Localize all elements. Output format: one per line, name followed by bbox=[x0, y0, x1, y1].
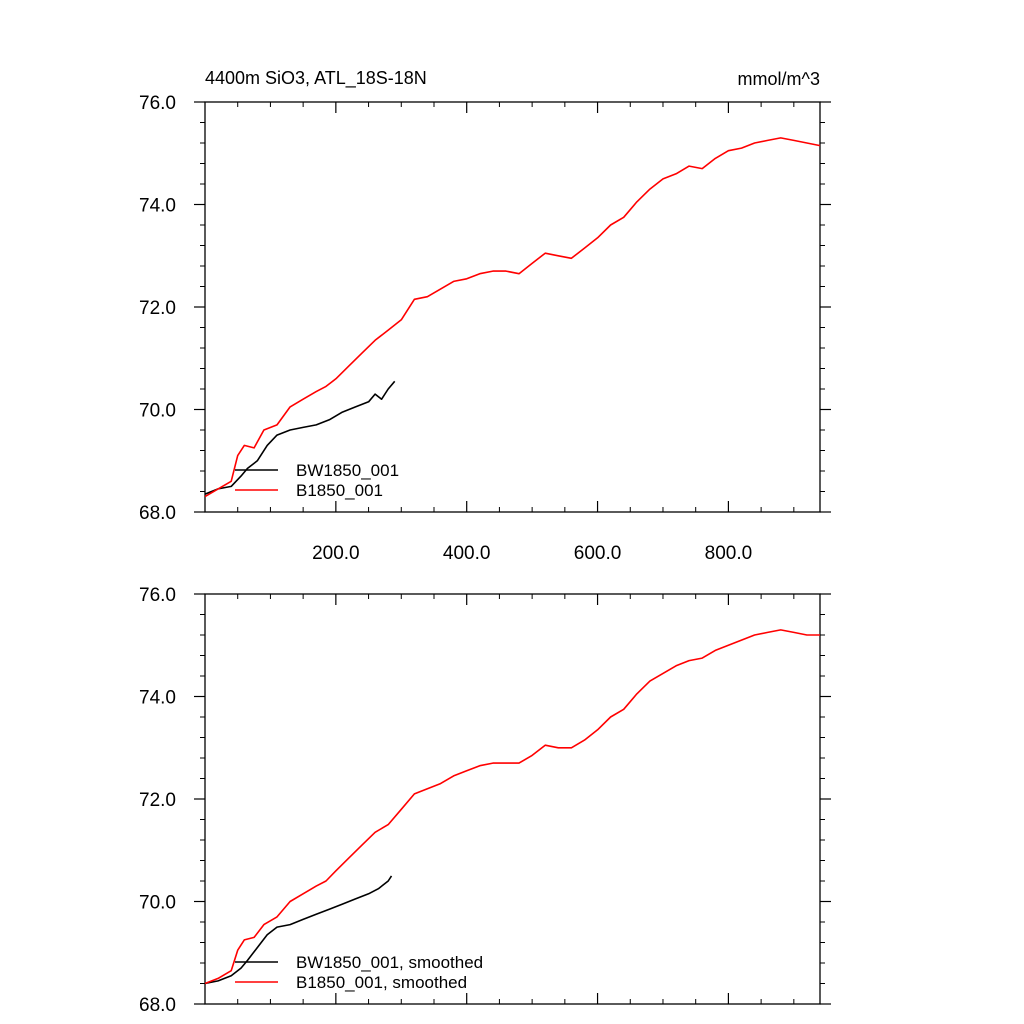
y-tick-label: 76.0 bbox=[139, 93, 176, 114]
series-line bbox=[204, 137, 821, 498]
y-tick-label: 74.0 bbox=[139, 196, 176, 217]
top-panel: 200.0 400.0 600.0 800.0 68.0 70.0 72.0 74.0 76.0… bbox=[139, 93, 831, 564]
legend-label: B1850_001, smoothed bbox=[296, 973, 467, 992]
series-line bbox=[204, 629, 820, 985]
y-tick-label: 70.0 bbox=[139, 401, 176, 422]
units-label: mmol/m^3 bbox=[738, 69, 820, 89]
y-tick-label: 70.0 bbox=[139, 893, 176, 914]
x-tick-label: 600.0 bbox=[574, 543, 622, 564]
x-tick-label: 800.0 bbox=[705, 543, 753, 564]
legend-label: BW1850_001, smoothed bbox=[296, 953, 483, 972]
figure-title: 4400m SiO3, ATL_18S-18N bbox=[205, 68, 427, 89]
x-tick-label: 200.0 bbox=[312, 543, 360, 564]
plot-frame bbox=[204, 101, 821, 513]
legend-label: BW1850_001 bbox=[296, 461, 399, 480]
y-tick-label: 68.0 bbox=[139, 995, 176, 1016]
x-tick-label: 400.0 bbox=[443, 543, 491, 564]
legend-label: B1850_001 bbox=[296, 481, 383, 500]
y-tick-label: 68.0 bbox=[139, 503, 176, 524]
series-line bbox=[204, 380, 396, 495]
series-line bbox=[204, 875, 393, 985]
plot-frame bbox=[204, 593, 821, 1005]
bottom-panel: 68.0 70.0 72.0 74.0 76.0 BW1850_001, smoothed… bbox=[139, 585, 831, 1016]
y-tick-label: 76.0 bbox=[139, 585, 176, 606]
y-tick-label: 72.0 bbox=[139, 790, 176, 811]
y-tick-label: 74.0 bbox=[139, 688, 176, 709]
y-tick-label: 72.0 bbox=[139, 298, 176, 319]
